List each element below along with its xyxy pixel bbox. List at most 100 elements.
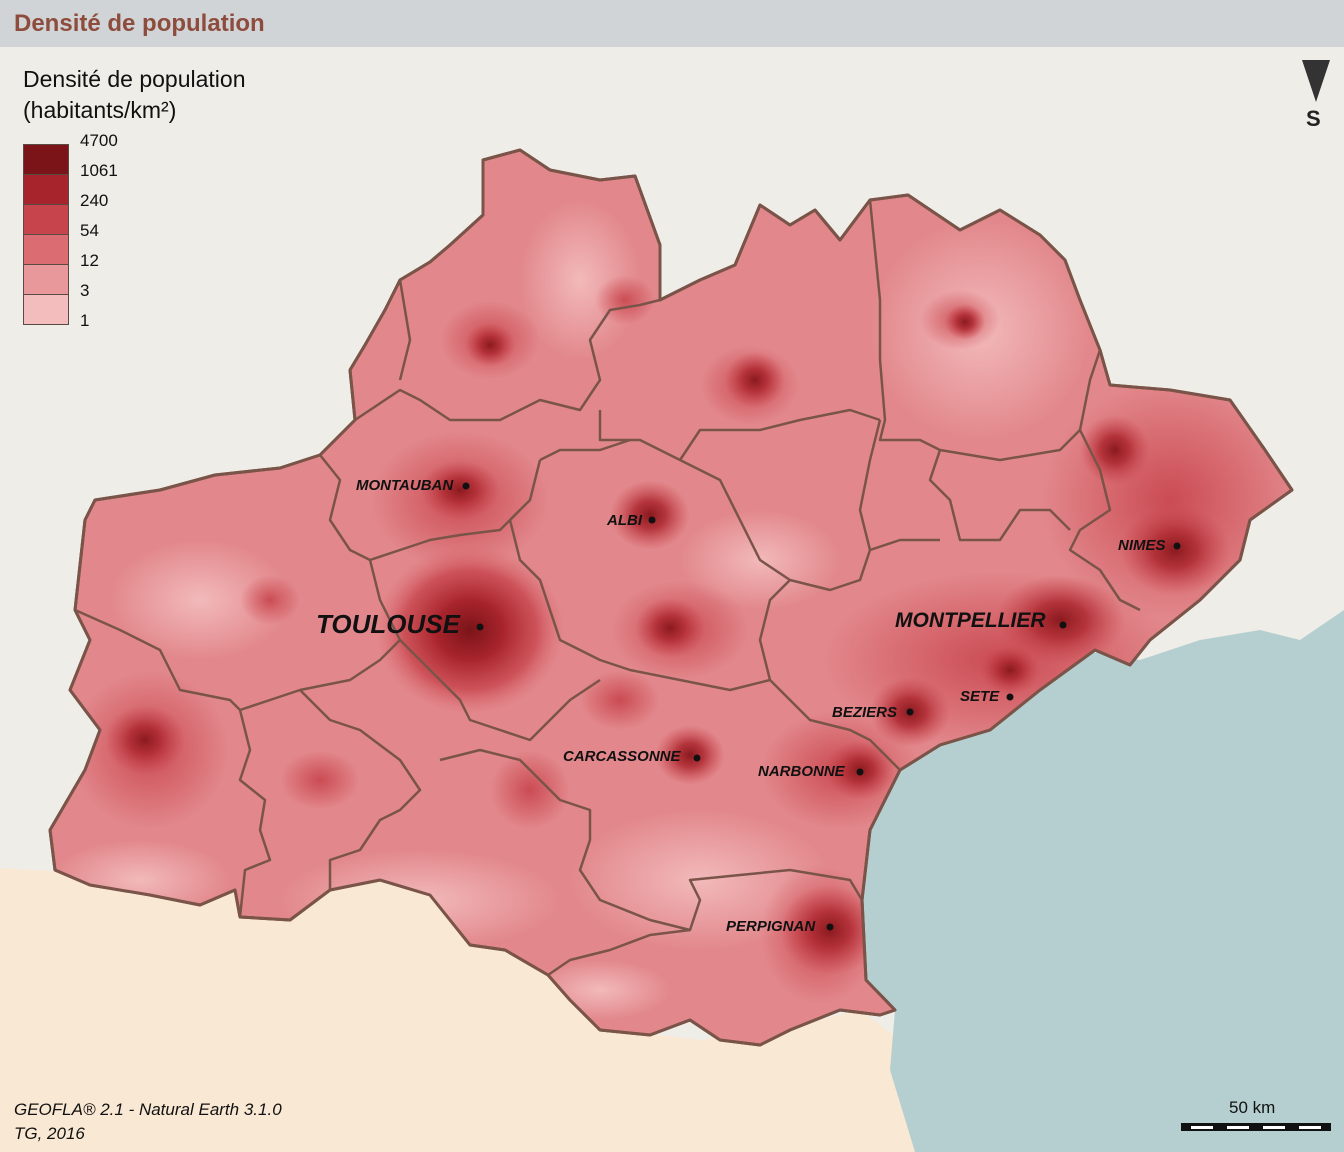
legend-swatch [23, 234, 69, 264]
department-border [598, 408, 881, 462]
scale-segment [1263, 1126, 1285, 1129]
legend-title-line2: (habitants/km²) [23, 97, 177, 123]
city-label-montauban: MONTAUBAN [356, 477, 454, 494]
mid-density-zone [280, 750, 360, 810]
city-label-carcassonne: CARCASSONNE [563, 748, 681, 765]
department-border [239, 559, 402, 712]
mende-density [945, 304, 985, 340]
city-label-sete: SETE [960, 688, 1000, 705]
city-dot [462, 482, 470, 490]
scale-bar-line [1181, 1123, 1331, 1131]
department-border [399, 639, 601, 742]
legend: Densité de population (habitants/km²) 47… [23, 64, 246, 330]
tarbes-density [105, 705, 185, 775]
mid-density-zone [490, 750, 570, 830]
low-density-zone [110, 540, 290, 660]
legend-swatch [23, 144, 69, 174]
scale-bar: 50 km [1181, 1096, 1331, 1136]
legend-value: 54 [80, 221, 99, 240]
department-border [769, 679, 901, 771]
north-arrow-label: S [1306, 106, 1321, 131]
legend-value: 1 [80, 311, 90, 330]
scale-label: 50 km [1229, 1098, 1276, 1117]
legend-swatch [23, 294, 69, 325]
city-dot [1173, 542, 1181, 550]
source-line2: TG, 2016 [14, 1124, 85, 1143]
legend-class: 3 [23, 281, 223, 325]
scale-segment [1191, 1126, 1213, 1129]
department-border [299, 689, 422, 890]
legend-class: 240 [23, 191, 223, 234]
city-dot [648, 516, 656, 524]
arrow-down-icon [1302, 60, 1330, 102]
legend-value: 4700 [80, 131, 118, 150]
scale-segment [1299, 1126, 1321, 1129]
castres-density [635, 598, 705, 658]
albi-density [610, 480, 690, 550]
mid-density-zone [580, 670, 660, 730]
legend-value: 3 [80, 281, 90, 300]
region-outline [48, 148, 1294, 1047]
city-label-nimes: NIMES [1118, 537, 1166, 554]
nimes-density [1120, 505, 1230, 595]
mid-density-zone [240, 575, 300, 625]
department-border [398, 279, 412, 381]
department-border [858, 419, 882, 551]
department-border [508, 459, 771, 692]
department-border [547, 928, 691, 977]
department-border [439, 748, 864, 932]
page-title: Densité de population [14, 10, 265, 37]
legend-value: 240 [80, 191, 109, 210]
montpellier-density [995, 575, 1125, 665]
legend-class: 4700 [23, 131, 223, 174]
city-dot [856, 768, 864, 776]
city-label-narbonne: NARBONNE [758, 763, 845, 780]
department-border [679, 458, 940, 592]
department-border [539, 438, 631, 462]
toulouse-density [375, 545, 565, 715]
city-dot [1006, 693, 1014, 701]
carcassonne-density [655, 725, 725, 785]
legend-class: 12 [23, 251, 223, 294]
department-border [354, 298, 661, 422]
sea-area [862, 610, 1344, 1152]
city-label-montpellier: MONTPELLIER [895, 609, 1046, 632]
city-label-beziers: BEZIERS [832, 704, 898, 721]
department-border [758, 579, 791, 681]
department-border [74, 608, 272, 918]
source-line1: GEOFLA® 2.1 - Natural Earth 3.1.0 [14, 1100, 282, 1119]
legend-class: 1 [23, 311, 223, 354]
city-label-perpignan: PERPIGNAN [726, 918, 816, 935]
department-borders [74, 199, 1141, 977]
cahors-density [465, 323, 515, 367]
north-arrow: S [1298, 58, 1334, 138]
legend-class: 1061 [23, 161, 223, 204]
city-dot [826, 923, 834, 931]
city-dot [693, 754, 701, 762]
source-credits: GEOFLA® 2.1 - Natural Earth 3.1.0 TG, 20… [14, 1098, 282, 1146]
department-border [868, 199, 1102, 462]
city-label-toulouse: TOULOUSE [316, 609, 460, 639]
scale-segment [1227, 1126, 1249, 1129]
city-dots [462, 482, 1181, 931]
legend-swatch [23, 264, 69, 294]
legend-class: 54 [23, 221, 223, 264]
city-dot [1059, 621, 1067, 629]
city-dot [906, 708, 914, 716]
legend-value: 1061 [80, 161, 118, 180]
legend-swatch [23, 174, 69, 204]
legend-title-line1: Densité de population [23, 66, 246, 92]
rodez-density [725, 352, 785, 408]
spain-area [0, 868, 930, 1152]
city-label-albi: ALBI [607, 512, 642, 529]
legend-value: 12 [80, 251, 99, 270]
department-border [1068, 429, 1141, 612]
mid-density-zone [595, 275, 655, 325]
department-border [319, 454, 521, 562]
city-dot [476, 623, 484, 631]
legend-swatch [23, 204, 69, 234]
department-border [928, 449, 1071, 542]
population-density-map [0, 47, 1344, 1152]
title-bar: Densité de population [0, 0, 1344, 47]
sete-density [980, 645, 1040, 695]
